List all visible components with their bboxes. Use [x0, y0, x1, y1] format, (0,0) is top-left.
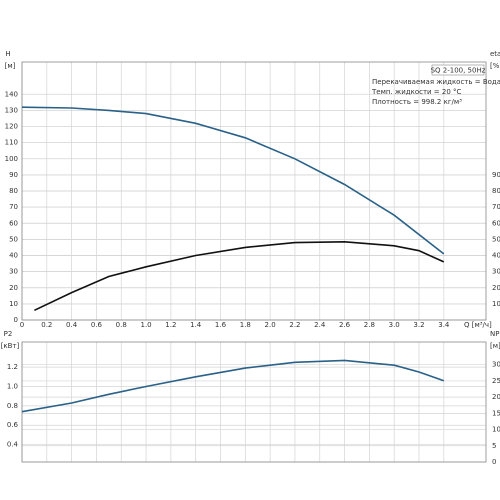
y2-tick-label: 30	[492, 268, 500, 276]
y-tick-label: 1.2	[7, 363, 18, 371]
y-tick-label: 100	[5, 155, 18, 163]
legend-title: SQ 2-100, 50Hz	[431, 67, 486, 75]
x-tick-label: 1.8	[240, 321, 251, 329]
y-tick-label: 0.8	[7, 402, 18, 410]
y2-tick-label: 80	[492, 187, 500, 195]
x-tick-label: 3.0	[389, 321, 400, 329]
y2-tick-label: 15	[492, 409, 500, 417]
x-tick-label: 3.2	[413, 321, 424, 329]
x-tick-label: 2.6	[339, 321, 351, 329]
legend-box	[431, 64, 485, 76]
y2-tick-label: 0	[492, 458, 496, 466]
y-axis-unit: [кВт]	[1, 342, 20, 350]
y2-axis-unit: [%]	[490, 62, 500, 70]
note: Перекачиваемая жидкость = Вода	[372, 78, 500, 86]
y2-tick-label: 70	[492, 203, 500, 211]
y2-tick-label: 20	[492, 393, 500, 401]
y-tick-label: 1.0	[7, 383, 18, 391]
note: Плотность = 998.2 кг/м³	[372, 98, 462, 106]
y-axis-label: H	[5, 50, 10, 58]
y2-tick-label: 25	[492, 377, 500, 385]
x-tick-label: 0.2	[41, 321, 52, 329]
x-tick-label: 1.0	[140, 321, 151, 329]
y-axis-label: P2	[4, 330, 13, 338]
x-tick-label: 1.4	[190, 321, 202, 329]
y-tick-label: 0.6	[7, 421, 19, 429]
x-tick-label: 2.4	[314, 321, 326, 329]
y2-axis-label: eta	[490, 50, 500, 58]
y2-axis-unit: [м]	[490, 342, 500, 350]
x-tick-label: 1.6	[215, 321, 227, 329]
y2-tick-label: 10	[492, 426, 500, 434]
x-tick-label: 1.2	[165, 321, 176, 329]
x-tick-label: 2.8	[364, 321, 375, 329]
x-tick-label: 0	[20, 321, 24, 329]
y-tick-label: 0.4	[7, 441, 19, 449]
y-tick-label: 10	[9, 300, 18, 308]
y-tick-label: 0	[14, 316, 18, 324]
y-tick-label: 50	[9, 235, 18, 243]
y-tick-label: 80	[9, 187, 18, 195]
note: Темп. жидкости = 20 °C	[371, 88, 462, 96]
x-axis-label: Q [м³/ч]	[464, 321, 492, 329]
plot-frame	[21, 61, 487, 321]
y2-tick-label: 50	[492, 235, 500, 243]
curve	[34, 240, 445, 312]
y-tick-label: 90	[9, 171, 18, 179]
x-tick-label: 2.2	[289, 321, 300, 329]
y-tick-label: 20	[9, 284, 18, 292]
y-tick-label: 70	[9, 203, 18, 211]
y2-tick-label: 30	[492, 361, 500, 369]
y2-tick-label: 20	[492, 284, 500, 292]
y-tick-label: 140	[5, 90, 18, 98]
y-axis-unit: [м]	[5, 62, 16, 70]
plot-frame	[21, 341, 487, 463]
y2-tick-label: 10	[492, 300, 500, 308]
x-tick-label: 0.8	[116, 321, 127, 329]
y2-tick-label: 40	[492, 252, 500, 260]
y-tick-label: 120	[5, 123, 18, 131]
y2-tick-label: 5	[492, 442, 496, 450]
curve	[21, 106, 445, 255]
y2-axis-label: NPSH	[490, 330, 500, 338]
y2-tick-label: 90	[492, 171, 500, 179]
y-tick-label: 30	[9, 268, 18, 276]
y2-tick-label: 60	[492, 219, 500, 227]
x-tick-label: 2.0	[265, 321, 276, 329]
x-tick-label: 3.4	[438, 321, 450, 329]
curve	[21, 359, 445, 413]
y-tick-label: 130	[5, 106, 18, 114]
x-tick-label: 0.6	[91, 321, 103, 329]
y-tick-label: 110	[5, 139, 18, 147]
y-tick-label: 60	[9, 219, 18, 227]
x-tick-label: 0.4	[66, 321, 78, 329]
y-tick-label: 40	[9, 252, 18, 260]
